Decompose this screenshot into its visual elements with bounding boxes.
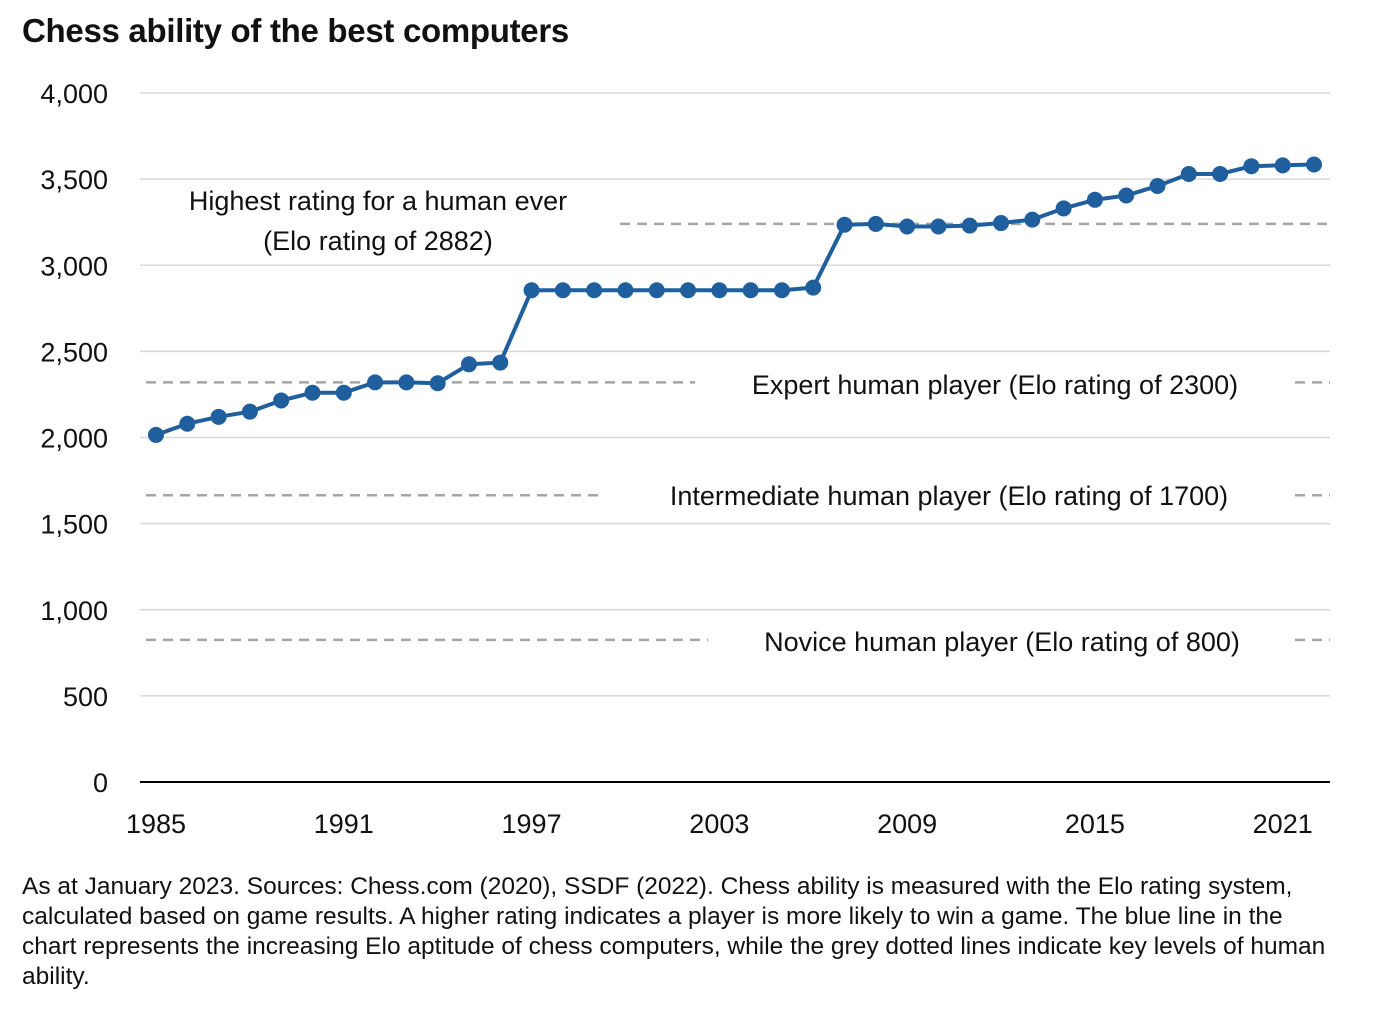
y-tick-label: 1,500: [40, 510, 108, 540]
data-point-2016: [1118, 187, 1135, 204]
data-point-1985: [148, 426, 164, 443]
data-point-2020: [1243, 158, 1260, 175]
reference-line-label: Intermediate human player (Elo rating of…: [670, 481, 1228, 511]
data-point-1987: [210, 408, 227, 425]
data-point-1999: [586, 282, 603, 299]
footnote: As at January 2023. Sources: Chess.com (…: [22, 873, 1326, 990]
reference-lines: [146, 222, 1330, 642]
data-point-1993: [398, 374, 415, 391]
line-chart: 0 500 1,000 1,500 2,000 2,500 3,000 3,500 4,000 1…: [40, 79, 1330, 839]
x-tick-label: 2009: [877, 809, 937, 839]
data-point-2001: [648, 282, 665, 299]
data-point-2021: [1274, 157, 1291, 174]
data-point-2015: [1086, 191, 1103, 208]
data-point-2003: [711, 282, 728, 299]
data-point-1988: [241, 403, 258, 420]
data-point-2006: [805, 279, 822, 296]
data-point-2022: [1306, 156, 1322, 173]
x-tick-label: 1991: [314, 809, 374, 839]
data-point-2014: [1055, 200, 1072, 217]
reference-line-label: Highest rating for a human ever: [189, 186, 567, 216]
reference-line-label: (Elo rating of 2882): [263, 226, 493, 256]
y-tick-label: 2,000: [40, 424, 108, 454]
data-point-1995: [460, 356, 477, 373]
y-tick-label: 3,500: [40, 165, 108, 195]
data-point-1991: [335, 384, 352, 401]
y-tick-label: 4,000: [40, 79, 108, 109]
data-point-2009: [899, 218, 916, 235]
data-point-2011: [961, 217, 978, 234]
data-point-2013: [1024, 211, 1041, 228]
reference-labels: Highest rating for a human ever (Elo rati…: [189, 186, 1240, 657]
data-point-1992: [367, 374, 384, 391]
x-tick-label: 1997: [502, 809, 562, 839]
data-point-2019: [1212, 165, 1229, 182]
x-tick-label: 1985: [126, 809, 186, 839]
data-series: [148, 156, 1322, 443]
x-tick-label: 2021: [1253, 809, 1313, 839]
data-point-1990: [304, 384, 321, 401]
y-tick-label: 2,500: [40, 337, 108, 367]
data-point-2018: [1180, 165, 1197, 182]
x-tick-label: 2015: [1065, 809, 1125, 839]
data-point-2007: [836, 216, 853, 233]
data-point-1996: [492, 354, 509, 371]
data-point-1997: [523, 282, 540, 299]
reference-line-label: Expert human player (Elo rating of 2300): [752, 370, 1238, 400]
data-point-2008: [867, 215, 884, 232]
gridlines: [140, 92, 1330, 697]
data-point-2010: [930, 218, 947, 235]
data-point-2017: [1149, 178, 1166, 195]
data-point-2002: [680, 282, 697, 299]
data-point-1998: [554, 282, 571, 299]
data-point-1994: [429, 375, 446, 392]
data-point-1989: [273, 392, 290, 409]
data-point-1986: [179, 415, 196, 432]
chart-title: Chess ability of the best computers: [22, 12, 569, 49]
reference-line-label: Novice human player (Elo rating of 800): [764, 627, 1240, 657]
y-tick-label: 1,000: [40, 596, 108, 626]
x-tick-label: 2003: [689, 809, 749, 839]
y-tick-label: 3,000: [40, 251, 108, 281]
data-point-2004: [742, 282, 759, 299]
data-point-2012: [993, 215, 1010, 232]
data-point-2005: [773, 282, 790, 299]
axes: 0 500 1,000 1,500 2,000 2,500 3,000 3,500 4,000 1…: [40, 79, 1330, 839]
y-tick-label: 500: [63, 682, 108, 712]
data-point-2000: [617, 282, 634, 299]
y-tick-label: 0: [93, 768, 108, 798]
